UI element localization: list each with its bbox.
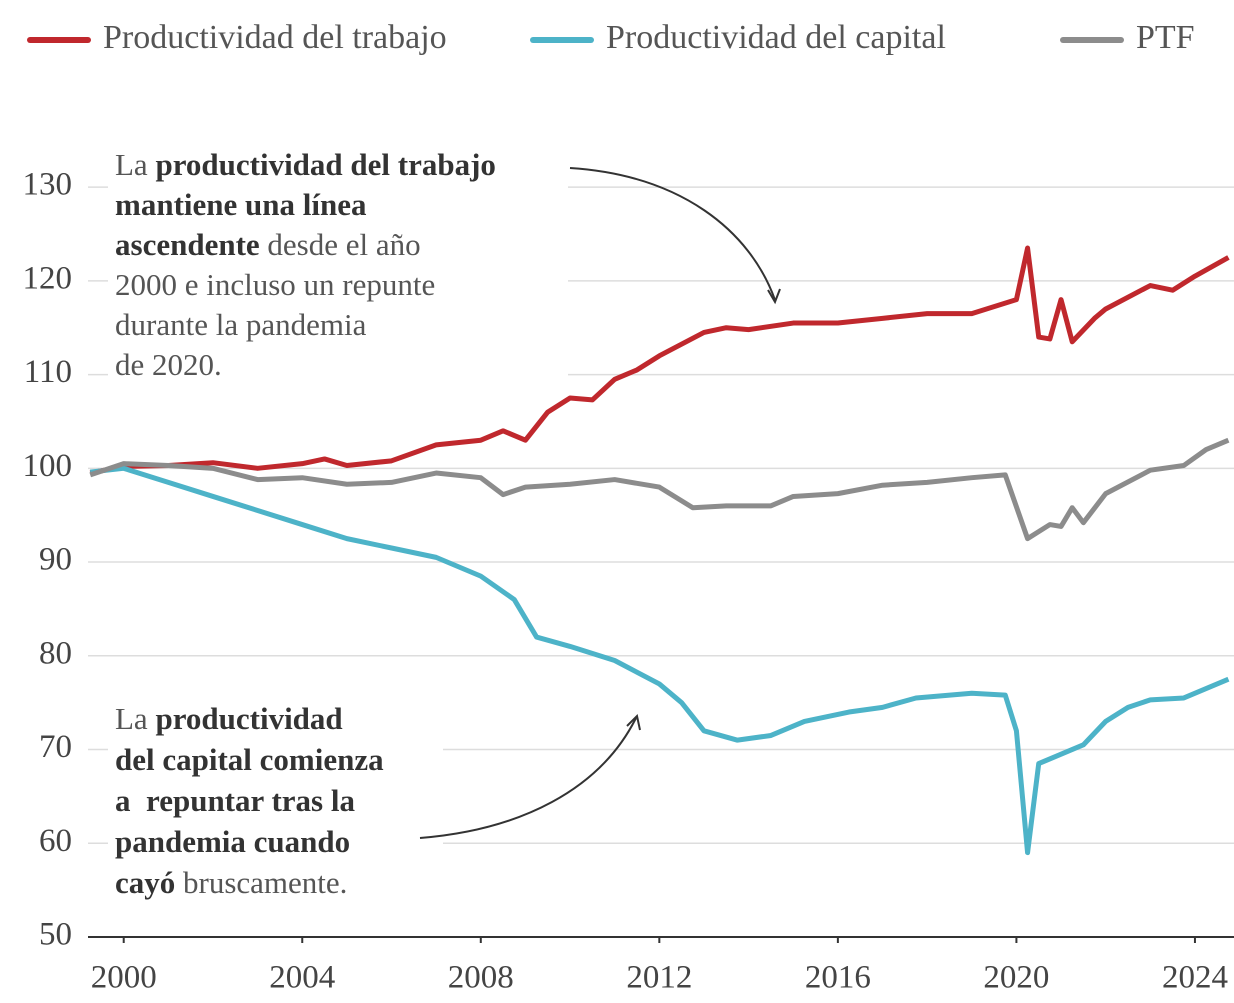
legend-label: Productividad del capital — [606, 19, 946, 56]
annotation-text: del capital comienza — [115, 742, 384, 777]
y-tick-label: 70 — [39, 729, 72, 765]
annotation-line: del capital comienza — [115, 742, 384, 777]
y-tick-label: 100 — [23, 448, 73, 484]
annotation-line: mantiene una línea — [115, 187, 367, 222]
annotation-line: cayó bruscamente. — [115, 865, 347, 900]
annotation-arrow — [419, 717, 637, 839]
series-line — [89, 437, 1230, 542]
annotation-line: pandemia cuando — [115, 824, 350, 859]
x-tick-label: 2012 — [626, 960, 692, 996]
arrow-head — [626, 713, 641, 731]
annotation-text: 2000 e incluso un repunte — [115, 267, 435, 302]
annotation-line: La productividad — [115, 701, 343, 736]
y-tick-label: 50 — [39, 917, 72, 953]
annotation-text: productividad — [155, 701, 342, 736]
annotation-text: a repuntar tras la — [115, 783, 355, 818]
annotation-arrow — [569, 167, 776, 301]
annotation-text: ascendente — [115, 227, 260, 262]
y-tick-label: 60 — [39, 823, 72, 859]
legend: Productividad del trabajo Productividad d… — [27, 19, 1195, 56]
x-tick-label: 2004 — [269, 960, 335, 996]
annotations: La productividad del trabajo mantiene una… — [115, 147, 496, 900]
y-tick-label: 130 — [23, 167, 73, 203]
annotation-line: durante la pandemia — [115, 307, 367, 342]
annotation-text: desde el año — [260, 227, 421, 262]
x-tick-label: 2024 — [1162, 960, 1228, 996]
annotation-background — [108, 145, 568, 390]
annotation-line: 2000 e incluso un repunte — [115, 267, 435, 302]
annotation-text: La — [115, 701, 155, 736]
series-line — [89, 245, 1230, 476]
annotation-text: de 2020. — [115, 347, 222, 382]
annotation-text: mantiene una línea — [115, 187, 367, 222]
annotation-text: productividad del trabajo — [155, 147, 495, 182]
x-tick-label: 2020 — [983, 960, 1049, 996]
annotation-text: bruscamente. — [175, 865, 347, 900]
y-tick-label: 90 — [39, 542, 72, 578]
legend-label: PTF — [1136, 19, 1195, 56]
arrow-head — [767, 288, 781, 305]
annotation-line: de 2020. — [115, 347, 222, 382]
y-tick-label: 110 — [24, 354, 72, 390]
legend-label: Productividad del trabajo — [103, 19, 447, 56]
annotation-line: ascendente desde el año — [115, 227, 421, 262]
series-lines — [89, 245, 1230, 856]
annotation-line: a repuntar tras la — [115, 783, 355, 818]
annotation-line: La productividad del trabajo — [115, 147, 496, 182]
x-tick-label: 2008 — [448, 960, 514, 996]
annotation-background — [108, 700, 443, 910]
y-tick-label: 120 — [23, 260, 73, 296]
x-tick-label: 2000 — [91, 960, 157, 996]
annotation-text: La — [115, 147, 155, 182]
annotation-text: pandemia cuando — [115, 824, 350, 859]
annotation-text: cayó — [115, 865, 175, 900]
y-tick-label: 80 — [39, 635, 72, 671]
annotation-text: durante la pandemia — [115, 307, 367, 342]
series-line — [89, 465, 1230, 856]
x-tick-label: 2016 — [805, 960, 871, 996]
